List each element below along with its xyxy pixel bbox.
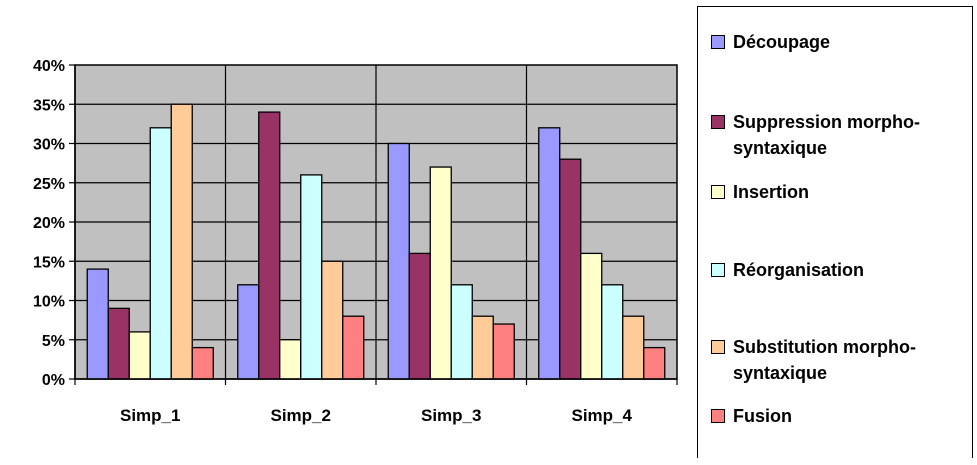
x-tick-label: Simp_2: [271, 406, 331, 425]
bar: [300, 174, 323, 380]
legend-label: Insertion: [733, 182, 810, 202]
bar: [128, 331, 151, 380]
legend-label: Réorganisation: [733, 260, 865, 280]
axes: [69, 64, 678, 385]
legend-label-line2: syntaxique: [733, 138, 828, 158]
legend-label: Découpage: [733, 32, 831, 52]
bar: [191, 346, 214, 380]
bar: [237, 284, 260, 380]
bar: [408, 252, 431, 380]
y-tick-label: 10%: [33, 294, 65, 311]
y-tick-label: 20%: [33, 215, 65, 232]
x-tick-label: Simp_1: [120, 406, 180, 425]
bar: [538, 127, 561, 380]
bar: [279, 339, 302, 380]
legend-item-decoupage: Découpage: [711, 29, 971, 55]
legend: Découpage Suppression morpho- syntaxique…: [697, 6, 973, 458]
bar: [387, 142, 410, 380]
legend-label: Substitution morpho-: [733, 337, 916, 357]
bar: [342, 315, 365, 380]
y-tick-label: 40%: [33, 58, 65, 75]
legend-item-insertion: Insertion: [711, 179, 971, 205]
bar: [258, 111, 281, 380]
y-tick-label: 5%: [42, 333, 65, 350]
legend-swatch-icon: [711, 35, 725, 49]
bar: [622, 315, 645, 380]
bar: [107, 307, 130, 380]
legend-label: Suppression morpho-: [733, 112, 921, 132]
y-tick-label: 0%: [42, 372, 65, 389]
legend-swatch-icon: [711, 409, 725, 423]
y-tick-label: 30%: [33, 137, 65, 154]
legend-item-suppression: Suppression morpho- syntaxique: [711, 109, 971, 161]
legend-label-line2: syntaxique: [733, 363, 828, 383]
bar: [450, 284, 473, 380]
bar: [601, 284, 624, 380]
bar: [170, 103, 193, 380]
y-tick-label: 15%: [33, 254, 65, 271]
bar: [149, 127, 172, 380]
legend-label: Fusion: [733, 406, 792, 426]
legend-swatch-icon: [711, 340, 725, 354]
bar: [321, 260, 344, 380]
x-tick-label: Simp_3: [421, 406, 481, 425]
legend-item-substitution: Substitution morpho- syntaxique: [711, 334, 971, 386]
legend-item-reorganisation: Réorganisation: [711, 257, 971, 283]
bar: [471, 315, 494, 380]
bar: [559, 158, 582, 380]
y-tick-label: 35%: [33, 97, 65, 114]
bar: [580, 252, 603, 380]
bar: [492, 323, 515, 380]
bar: [643, 346, 666, 380]
bars: [86, 103, 666, 380]
x-tick-label: Simp_4: [572, 406, 633, 425]
bar: [429, 166, 452, 380]
y-tick-label: 25%: [33, 176, 65, 193]
tick-labels: 0% 5% 10% 15% 20% 25% 30% 35% 40% Simp_1 Simp_2 Sim…: [33, 58, 633, 425]
legend-swatch-icon: [711, 115, 725, 129]
bar: [86, 268, 109, 380]
legend-item-fusion: Fusion: [711, 403, 971, 429]
legend-swatch-icon: [711, 263, 725, 277]
legend-swatch-icon: [711, 185, 725, 199]
